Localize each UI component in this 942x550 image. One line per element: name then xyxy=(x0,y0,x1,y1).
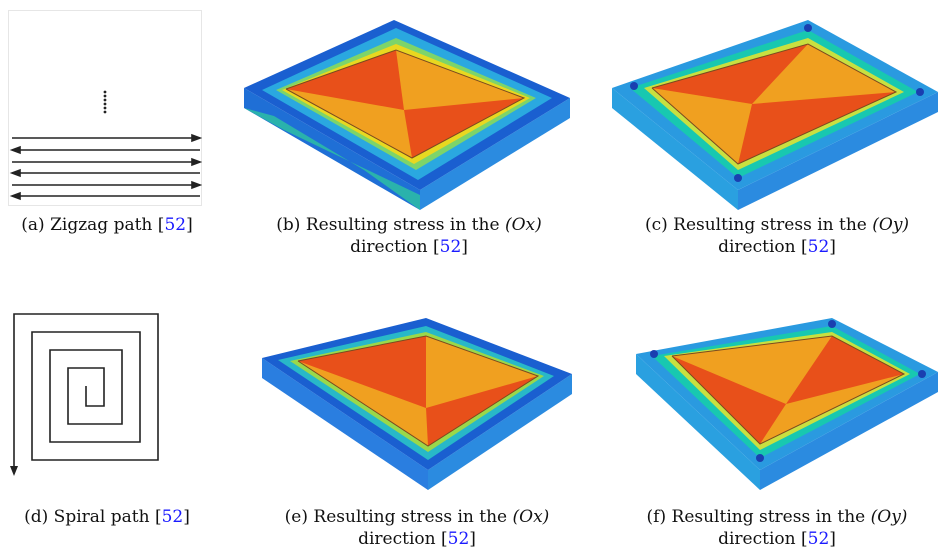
caption-a-ref[interactable]: 52 xyxy=(164,215,186,235)
caption-d-ref[interactable]: 52 xyxy=(162,507,184,527)
caption-a: (a) Zigzag path [52] xyxy=(2,214,212,236)
panel-a-zigzag-diagram xyxy=(8,10,202,206)
caption-f-label: (f) xyxy=(647,507,667,527)
caption-d-label: (d) xyxy=(24,507,48,527)
caption-f-ref[interactable]: 52 xyxy=(808,529,830,549)
panel-f-stress-oy xyxy=(636,318,940,496)
caption-c-axis: (Oy) xyxy=(872,215,909,235)
caption-f: (f) Resulting stress in the (Oy) directi… xyxy=(612,506,942,550)
caption-c-text2: direction xyxy=(718,237,795,257)
caption-a-text: Zigzag path xyxy=(50,215,152,235)
caption-d: (d) Spiral path [52] xyxy=(2,506,212,528)
caption-f-axis: (Oy) xyxy=(871,507,908,527)
caption-e-axis: (Ox) xyxy=(513,507,550,527)
caption-f-text: Resulting stress in the xyxy=(672,507,866,527)
caption-c-ref[interactable]: 52 xyxy=(808,237,830,257)
caption-e-ref[interactable]: 52 xyxy=(448,529,470,549)
caption-c-label: (c) xyxy=(645,215,668,235)
caption-e-text: Resulting stress in the xyxy=(313,507,507,527)
panel-e-stress-ox xyxy=(262,318,574,496)
caption-e: (e) Resulting stress in the (Ox) directi… xyxy=(252,506,582,550)
caption-b-label: (b) xyxy=(276,215,300,235)
panel-b-stress-ox xyxy=(244,20,574,212)
caption-c-text: Resulting stress in the xyxy=(673,215,867,235)
caption-a-label: (a) xyxy=(21,215,44,235)
caption-b-ref[interactable]: 52 xyxy=(440,237,462,257)
caption-e-text2: direction xyxy=(358,529,435,549)
panel-d-spiral-diagram xyxy=(8,310,202,494)
caption-b: (b) Resulting stress in the (Ox) directi… xyxy=(244,214,574,258)
caption-b-text: Resulting stress in the xyxy=(306,215,500,235)
caption-b-axis: (Ox) xyxy=(505,215,542,235)
caption-f-text2: direction xyxy=(718,529,795,549)
caption-c: (c) Resulting stress in the (Oy) directi… xyxy=(612,214,942,258)
caption-e-label: (e) xyxy=(285,507,308,527)
panel-c-stress-oy xyxy=(612,20,940,212)
caption-b-text2: direction xyxy=(350,237,427,257)
caption-d-text: Spiral path xyxy=(54,507,150,527)
